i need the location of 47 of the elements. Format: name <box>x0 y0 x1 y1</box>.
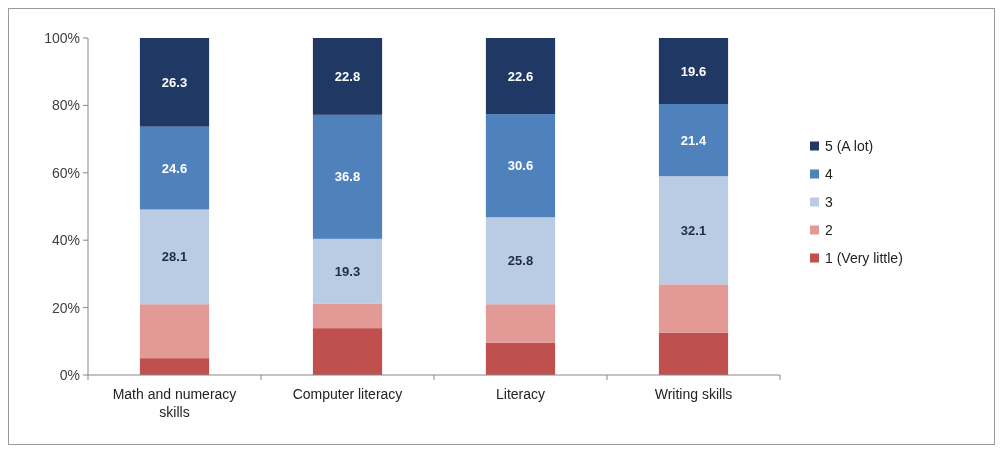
bar <box>485 304 556 343</box>
bar <box>658 38 729 105</box>
data-label: 25.8 <box>507 253 534 269</box>
bar <box>139 304 210 359</box>
bar <box>312 114 383 239</box>
bar <box>139 38 210 127</box>
x-tick-label: Computer literacy <box>292 386 403 402</box>
y-tick-label: 60% <box>51 164 80 181</box>
data-label: 30.6 <box>507 158 534 174</box>
y-tick-label: 80% <box>51 97 80 114</box>
y-tick-label: 100% <box>44 29 80 46</box>
x-tick-label: Literacy <box>495 386 546 402</box>
x-tick-label: Math and numeracy skills <box>112 386 237 420</box>
x-tick-label: Writing skills <box>654 386 733 402</box>
bar <box>485 342 556 375</box>
legend-label: 1 (Very little) <box>825 250 903 267</box>
data-label: 26.3 <box>161 74 188 90</box>
legend-label: 4 <box>825 166 833 183</box>
legend-label: 2 <box>825 222 833 239</box>
bar <box>485 38 556 115</box>
bar <box>658 176 729 285</box>
bar <box>485 114 556 218</box>
bar <box>139 126 210 210</box>
bar <box>658 104 729 177</box>
data-label: 19.3 <box>334 263 361 279</box>
data-label: 22.8 <box>334 68 361 84</box>
bar <box>312 238 383 304</box>
bar <box>139 358 210 375</box>
data-label: 28.1 <box>161 249 188 265</box>
bar <box>312 328 383 375</box>
y-tick-label: 40% <box>51 232 80 249</box>
legend-label: 3 <box>825 194 833 211</box>
y-tick-label: 0% <box>59 366 80 383</box>
data-label: 19.6 <box>680 63 707 79</box>
bar <box>658 332 729 375</box>
data-label: 22.6 <box>507 68 534 84</box>
legend-label: 5 (A lot) <box>825 138 874 155</box>
data-label: 32.1 <box>680 222 707 238</box>
data-label: 36.8 <box>334 169 361 185</box>
bar <box>312 38 383 115</box>
y-tick-label: 20% <box>51 299 80 316</box>
data-label: 21.4 <box>680 132 707 148</box>
bar <box>312 303 383 329</box>
bar <box>658 284 729 333</box>
bar <box>139 209 210 305</box>
data-label: 24.6 <box>161 160 188 176</box>
bar <box>485 217 556 305</box>
